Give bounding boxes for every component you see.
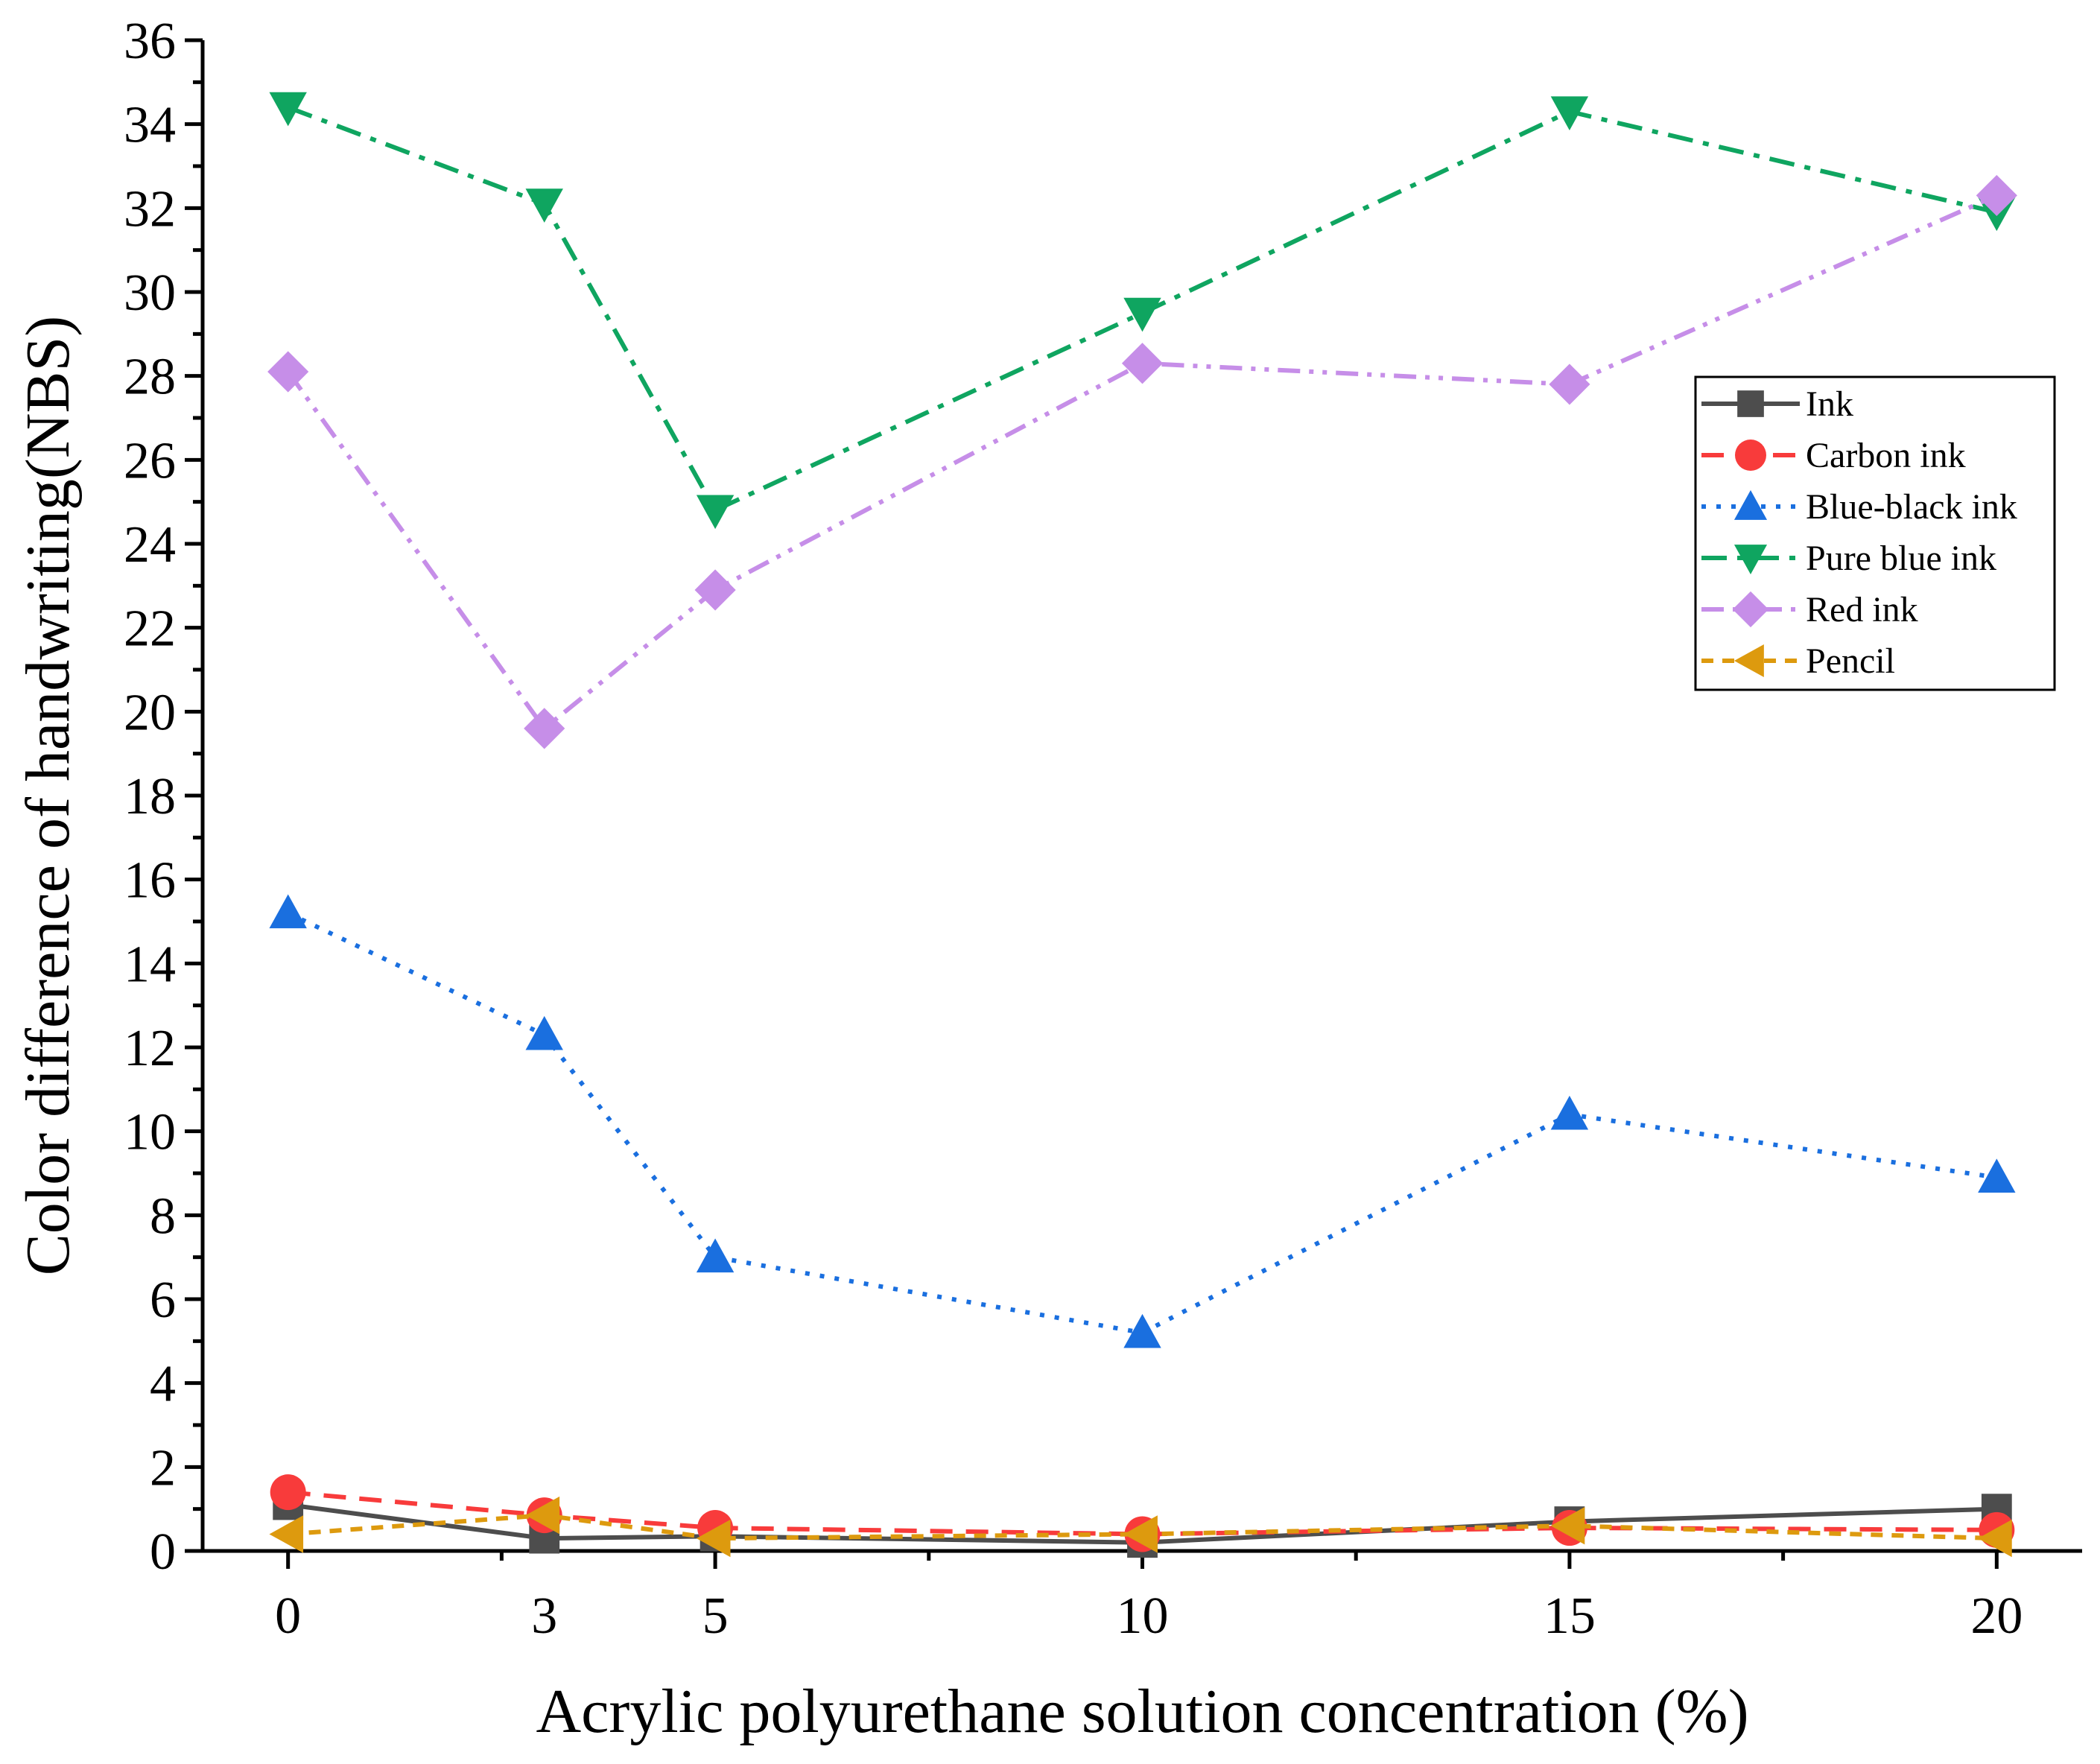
data-point	[270, 1474, 306, 1511]
data-point	[696, 1238, 735, 1273]
y-tick-label: 8	[150, 1187, 176, 1245]
x-tick-label: 0	[275, 1587, 301, 1645]
data-point	[1121, 343, 1164, 384]
data-point	[269, 92, 307, 127]
data-point	[1976, 174, 2017, 217]
y-tick-label: 28	[124, 349, 176, 406]
x-tick-label: 10	[1117, 1587, 1169, 1645]
y-tick-label: 16	[124, 852, 176, 910]
y-tick-label: 10	[124, 1104, 176, 1161]
y-tick-label: 14	[124, 936, 176, 993]
data-point	[1123, 1313, 1161, 1348]
legend-marker	[1733, 644, 1764, 678]
legend-item: Ink	[1701, 384, 1853, 424]
data-point	[269, 1515, 304, 1553]
legend-label: Pure blue ink	[1806, 539, 1996, 578]
series-line	[287, 911, 1997, 1336]
series-pure-blue-ink	[269, 92, 2016, 530]
y-tick-label: 22	[124, 600, 176, 658]
series-line	[288, 1513, 1997, 1541]
x-axis-title: Acrylic polyurethane solution concentrat…	[536, 1677, 1748, 1746]
data-point	[1549, 364, 1590, 405]
y-tick-label: 2	[150, 1439, 176, 1497]
data-point	[525, 1496, 560, 1535]
legend-item: Pure blue ink	[1701, 539, 1996, 578]
x-tick-label: 15	[1544, 1587, 1596, 1645]
data-point	[1550, 1507, 1585, 1545]
series-red-ink	[267, 174, 2017, 749]
legend-box	[1694, 375, 2056, 691]
x-tick-label: 20	[1970, 1587, 2023, 1645]
y-tick-label: 32	[124, 180, 176, 238]
x-tick-label: 3	[531, 1587, 557, 1645]
data-point	[267, 351, 309, 393]
y-tick-label: 36	[124, 13, 176, 70]
y-tick-label: 24	[124, 516, 176, 574]
series-line	[288, 1503, 1997, 1545]
data-point	[525, 1015, 563, 1050]
legend-marker	[1733, 545, 1768, 575]
legend-marker	[1733, 489, 1768, 520]
y-tick-label: 20	[124, 684, 176, 741]
series-layer	[267, 92, 2017, 1558]
legend-item: Red ink	[1701, 590, 1918, 629]
data-point	[1550, 1095, 1589, 1130]
series-blue-black-ink	[269, 894, 2016, 1348]
data-point	[1550, 96, 1589, 130]
legend-label: Ink	[1806, 384, 1853, 424]
y-tick-label: 30	[124, 264, 176, 322]
data-point	[524, 708, 565, 749]
series-pencil	[269, 1496, 2012, 1558]
data-point	[525, 188, 563, 223]
legend-marker	[1732, 591, 1769, 628]
y-tick-label: 4	[150, 1356, 176, 1413]
series-line	[287, 105, 1998, 513]
legend: Ink Carbon ink Blue-black ink Pure blue ink…	[1694, 375, 2056, 691]
legend-label: Pencil	[1806, 641, 1895, 681]
legend-marker	[1737, 390, 1764, 417]
legend-label: Blue-black ink	[1806, 487, 2017, 527]
data-point	[696, 495, 735, 530]
legend-item: Pencil	[1701, 641, 1895, 681]
data-point	[1123, 1515, 1158, 1553]
series-line	[286, 193, 1998, 732]
y-tick-label: 34	[124, 97, 176, 154]
legend-label: Red ink	[1806, 590, 1918, 629]
x-tick-label: 5	[702, 1587, 729, 1645]
y-tick-label: 12	[124, 1020, 176, 1077]
data-point	[1978, 1519, 2012, 1558]
data-point	[696, 1519, 731, 1558]
data-point	[269, 894, 307, 929]
y-tick-label: 6	[150, 1272, 176, 1329]
y-tick-label: 0	[150, 1523, 176, 1581]
legend-label: Carbon ink	[1806, 436, 1966, 475]
data-point	[1978, 1158, 2016, 1193]
y-tick-label: 26	[124, 432, 176, 489]
y-axis-title: Color difference of handwriting(NBS)	[13, 316, 83, 1275]
legend-item: Blue-black ink	[1701, 487, 2017, 527]
y-tick-label: 18	[124, 768, 176, 825]
legend-marker	[1735, 440, 1766, 471]
data-point	[694, 569, 736, 611]
legend-item: Carbon ink	[1701, 436, 1966, 475]
data-point	[1123, 297, 1161, 332]
